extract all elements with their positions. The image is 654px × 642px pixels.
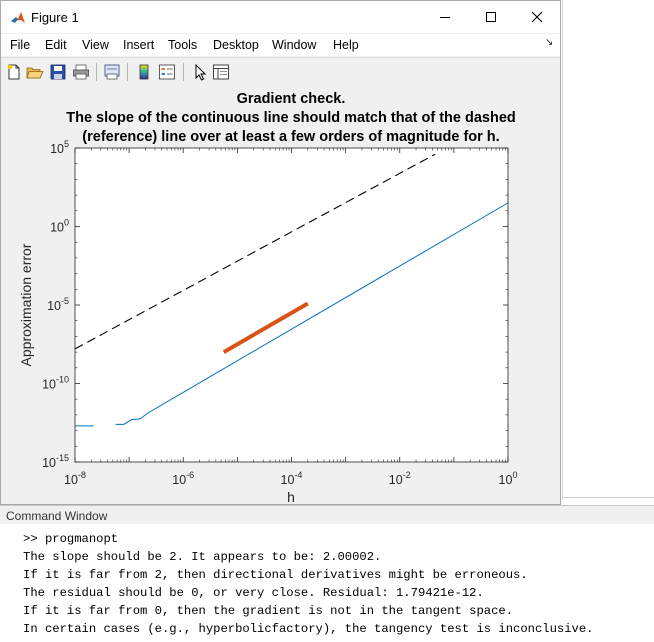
menu-window[interactable]: Window [272,38,317,52]
plot-area: Gradient check. The slope of the continu… [1,86,560,504]
menu-bar: File Edit View Insert Tools Desktop Wind… [1,34,560,56]
series-line-solid-segment-1 [115,202,509,425]
y-axis-label: Approximation error [18,243,34,366]
tick-layer: 10-8 10-6 10-4 10-2 100 10-15 10-10 10-5 100 105 [42,139,517,487]
open-file-icon[interactable] [26,63,44,81]
figure-toolbar [1,57,560,87]
title-bar[interactable]: Figure 1 [1,1,560,33]
output-line: The slope should be 2. It appears to be:… [23,550,382,564]
window-title: Figure 1 [31,10,79,25]
menu-help[interactable]: Help [333,38,359,52]
maximize-button[interactable] [468,1,514,33]
insert-legend-icon[interactable] [158,63,176,81]
close-icon [531,11,543,23]
menu-file[interactable]: File [10,38,31,52]
chart-title-line1: Gradient check. [237,91,346,107]
matlab-logo-icon [11,12,25,23]
toolbar-separator [96,63,97,81]
y-tick-label: 10-10 [42,375,69,392]
output-line: If it is far from 2, then directional de… [23,568,528,582]
toolbar-separator [127,63,128,81]
y-tick-label: 10-15 [42,453,69,470]
minimize-button[interactable] [422,1,468,33]
x-tick-label: 100 [499,470,518,487]
axes-box [75,148,508,462]
chart-title-line3: (reference) line over at least a few ord… [82,129,499,145]
close-button[interactable] [514,1,560,33]
menu-insert[interactable]: Insert [123,38,155,52]
y-tick-label: 105 [50,139,69,156]
maximize-icon [486,12,496,22]
x-tick-label: 10-6 [172,470,194,487]
menu-tools[interactable]: Tools [168,38,198,52]
command-window-title: Command Window [6,509,108,523]
background-divider [562,497,654,498]
chart-title-line2: The slope of the continuous line should … [66,110,516,126]
menu-edit[interactable]: Edit [45,38,67,52]
x-axis-label: h [287,489,295,504]
output-line: In certain cases (e.g., hyperbolicfactor… [23,622,594,636]
dock-arrow-icon[interactable]: ↘ [545,37,554,48]
print-icon[interactable] [72,63,90,81]
x-tick-label: 10-8 [64,470,86,487]
output-line: The residual should be 0, or very close.… [23,586,484,600]
series-layer [74,153,509,427]
edit-plot-icon[interactable] [191,63,209,81]
figure-window: Figure 1 File Edit View Insert Tools Des… [0,0,561,505]
save-icon[interactable] [49,63,67,81]
menu-desktop[interactable]: Desktop [213,38,259,52]
command-window-header: Command Window [0,505,654,525]
background-desktop [562,0,654,500]
minimize-icon [440,17,450,18]
output-line: If it is far from 0, then the gradient i… [23,604,514,618]
command-line: >> progmanopt [23,532,119,546]
menu-view[interactable]: View [82,38,109,52]
series-line-dashed-reference [74,153,436,350]
print-preview-icon[interactable] [103,63,121,81]
toolbar-separator [183,63,184,81]
new-figure-icon[interactable] [5,63,23,81]
command-window[interactable]: >> progmanopt The slope should be 2. It … [0,524,654,642]
series-line-fit-highlight [222,301,309,354]
y-tick-label: 10-5 [47,296,69,313]
x-tick-label: 10-4 [281,470,303,487]
gradient-check-chart[interactable]: Gradient check. The slope of the continu… [1,86,560,504]
y-tick-label: 100 [50,218,69,235]
x-tick-label: 10-2 [389,470,411,487]
insert-colorbar-icon[interactable] [135,63,153,81]
property-inspector-icon[interactable] [212,63,230,81]
